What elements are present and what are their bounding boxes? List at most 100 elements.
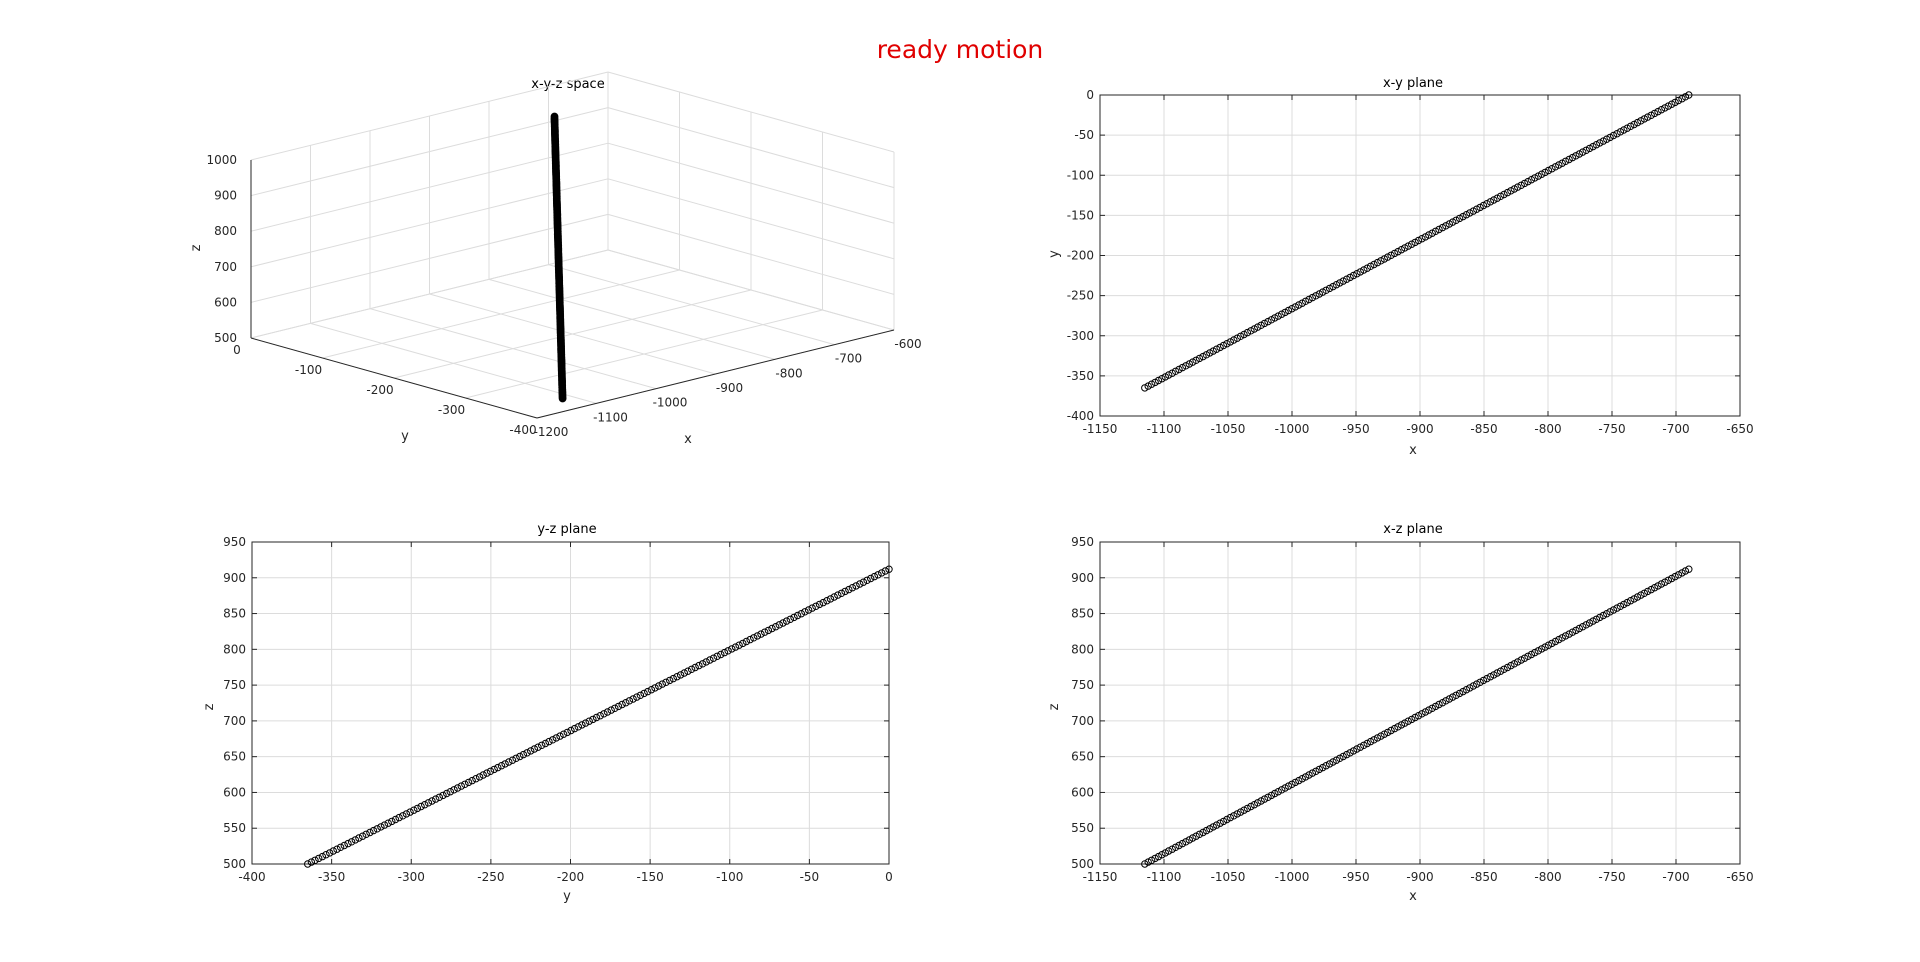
grid-line-wall <box>250 213 609 303</box>
y-tick-label: -400 <box>1067 409 1094 423</box>
data-point <box>779 619 787 627</box>
data-point <box>739 639 747 648</box>
data-point <box>556 732 564 740</box>
data-point <box>512 754 520 762</box>
y-tick-label: 750 <box>1071 678 1094 692</box>
y-tick-label: 900 <box>223 571 246 585</box>
y-tick-label: 500 <box>1071 857 1094 871</box>
y-tick-label: 600 <box>1071 785 1094 799</box>
data-series-3d <box>550 112 567 403</box>
data-point <box>1596 139 1604 147</box>
data-point <box>505 758 513 766</box>
data-point <box>687 665 696 673</box>
data-point <box>1226 338 1235 346</box>
data-point <box>545 737 553 746</box>
data-point <box>1260 795 1269 803</box>
data-point <box>1685 91 1693 99</box>
x-tick-label: -800 <box>1534 870 1561 884</box>
data-point <box>549 736 557 744</box>
z-tick-label: 900 <box>214 189 237 203</box>
data-point <box>764 626 773 635</box>
data-point <box>841 587 849 596</box>
data-point <box>585 717 593 725</box>
y-tick-label: 800 <box>1071 642 1094 656</box>
data-point <box>676 671 685 679</box>
x-tick-label: -1100 <box>1147 422 1182 436</box>
data-point <box>878 569 886 577</box>
data-point <box>666 676 674 685</box>
data-point <box>1291 303 1300 311</box>
data-point <box>581 719 590 727</box>
data-point <box>326 849 334 857</box>
data-point <box>812 602 820 610</box>
data-point <box>439 791 447 800</box>
x-tick-label: -800 <box>775 366 802 380</box>
data-point <box>552 734 560 742</box>
data-point <box>402 810 411 818</box>
data-point <box>570 724 579 733</box>
y-tick-label: 0 <box>1086 88 1094 102</box>
x-tick-label: -100 <box>716 870 743 884</box>
grid-line-wall <box>607 178 895 260</box>
data-point <box>443 789 451 798</box>
data-point <box>808 604 816 612</box>
data-point <box>885 565 893 573</box>
x-tick-label: -1050 <box>1211 870 1246 884</box>
x-tick-label: -1100 <box>593 410 628 424</box>
data-point <box>1483 674 1491 683</box>
data-point <box>742 637 751 646</box>
data-point <box>698 660 707 668</box>
x-tick-label: -350 <box>318 870 345 884</box>
data-point <box>1226 813 1235 822</box>
x-tick-label: -200 <box>557 870 584 884</box>
data-point <box>640 689 648 698</box>
grid-line-wall <box>607 213 895 295</box>
x-tick-label: -1100 <box>1147 870 1182 884</box>
data-point <box>490 765 498 774</box>
data-point <box>391 815 400 824</box>
x-tick-label: -600 <box>894 337 921 351</box>
x-tick-label: -750 <box>1598 422 1625 436</box>
data-point <box>567 726 575 735</box>
x-tick-label: -1000 <box>653 396 688 410</box>
data-point <box>550 112 559 121</box>
data-point <box>497 762 506 770</box>
data-point <box>428 797 436 805</box>
grid-line-wall <box>250 107 609 197</box>
x-tick-label: -900 <box>716 381 743 395</box>
data-point <box>750 634 758 642</box>
data-point <box>673 673 681 681</box>
data-point <box>655 682 663 690</box>
data-point <box>731 643 740 651</box>
x-tick-label: -1050 <box>1211 422 1246 436</box>
data-point <box>1370 260 1378 269</box>
data-point <box>358 832 367 840</box>
data-point <box>1339 277 1347 285</box>
y-tick-label: 900 <box>1071 571 1094 585</box>
data-point <box>399 812 407 820</box>
x-tick-label: -850 <box>1470 422 1497 436</box>
x-axis-label: y <box>563 889 571 904</box>
data-point <box>483 769 491 777</box>
data-point <box>1674 571 1683 579</box>
data-point <box>1626 597 1635 605</box>
x-axis-label: x <box>1409 889 1417 904</box>
figure-suptitle: ready motion <box>877 35 1044 64</box>
data-point <box>1674 96 1683 105</box>
data-point <box>761 628 769 636</box>
x-axis-line <box>536 329 895 419</box>
y-tick-label: -150 <box>1067 208 1094 222</box>
grid-line-wall <box>607 71 895 153</box>
data-point <box>651 684 659 692</box>
data-point <box>680 669 688 677</box>
data-point <box>1452 691 1460 699</box>
data-point <box>728 645 736 653</box>
x-tick-label: -650 <box>1726 870 1753 884</box>
y-tick-label: -300 <box>438 403 465 417</box>
data-point <box>647 686 656 694</box>
data-point <box>336 843 345 851</box>
y-tick-label: 500 <box>223 857 246 871</box>
data-point <box>347 838 356 846</box>
x-axis-label: x <box>684 432 692 447</box>
subplot-xy-plane: x-y plane x y -1150 -1100 -1050 -1000 -950 -9… <box>1047 76 1754 458</box>
